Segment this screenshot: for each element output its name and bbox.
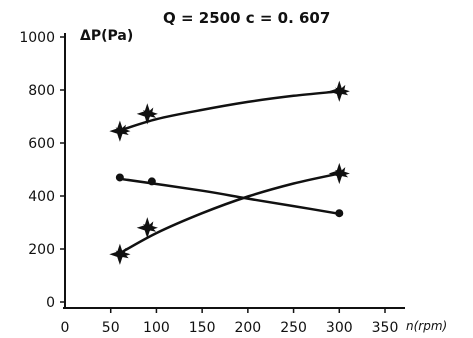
fit-curve-1 xyxy=(117,90,340,133)
y-tick-label: 800 xyxy=(28,83,55,99)
x-axis-label: n(rpm) xyxy=(406,319,447,333)
data-point xyxy=(115,173,124,182)
y-axis-label: ΔP(Pa) xyxy=(80,28,133,44)
fit-curve-2 xyxy=(119,177,340,216)
data-point xyxy=(115,247,129,262)
tick-labels: 0 200 400 600 800 1000 0 50 100 150 200 250 300 350 xyxy=(19,30,398,336)
data-point xyxy=(142,221,157,235)
x-tick-label: 50 xyxy=(102,320,120,336)
data-point xyxy=(115,124,129,138)
fit-curve-3 xyxy=(117,172,340,256)
x-tick-label: 150 xyxy=(189,320,216,336)
data-point xyxy=(334,84,349,99)
y-tick-label: 0 xyxy=(46,295,55,311)
y-tick-label: 600 xyxy=(28,136,55,152)
y-tick-label: 400 xyxy=(28,189,55,205)
x-tick-label: 200 xyxy=(234,320,261,336)
x-tick-label: 100 xyxy=(143,320,170,336)
x-tick-label: 250 xyxy=(280,320,307,336)
data-point xyxy=(334,167,349,181)
x-tick-label: 300 xyxy=(326,320,353,336)
chart-title: Q = 2500 c = 0. 607 xyxy=(163,9,330,27)
data-point xyxy=(335,209,344,218)
data-point xyxy=(142,107,157,121)
axis-lines xyxy=(63,33,405,309)
x-tick-label: 350 xyxy=(372,320,399,336)
data-point xyxy=(147,177,156,186)
data-markers xyxy=(109,80,350,265)
y-tick-label: 1000 xyxy=(19,30,55,46)
y-tick-label: 200 xyxy=(28,242,55,258)
x-tick-label: 0 xyxy=(61,320,70,336)
fit-curves xyxy=(117,90,340,256)
axes xyxy=(60,33,405,313)
